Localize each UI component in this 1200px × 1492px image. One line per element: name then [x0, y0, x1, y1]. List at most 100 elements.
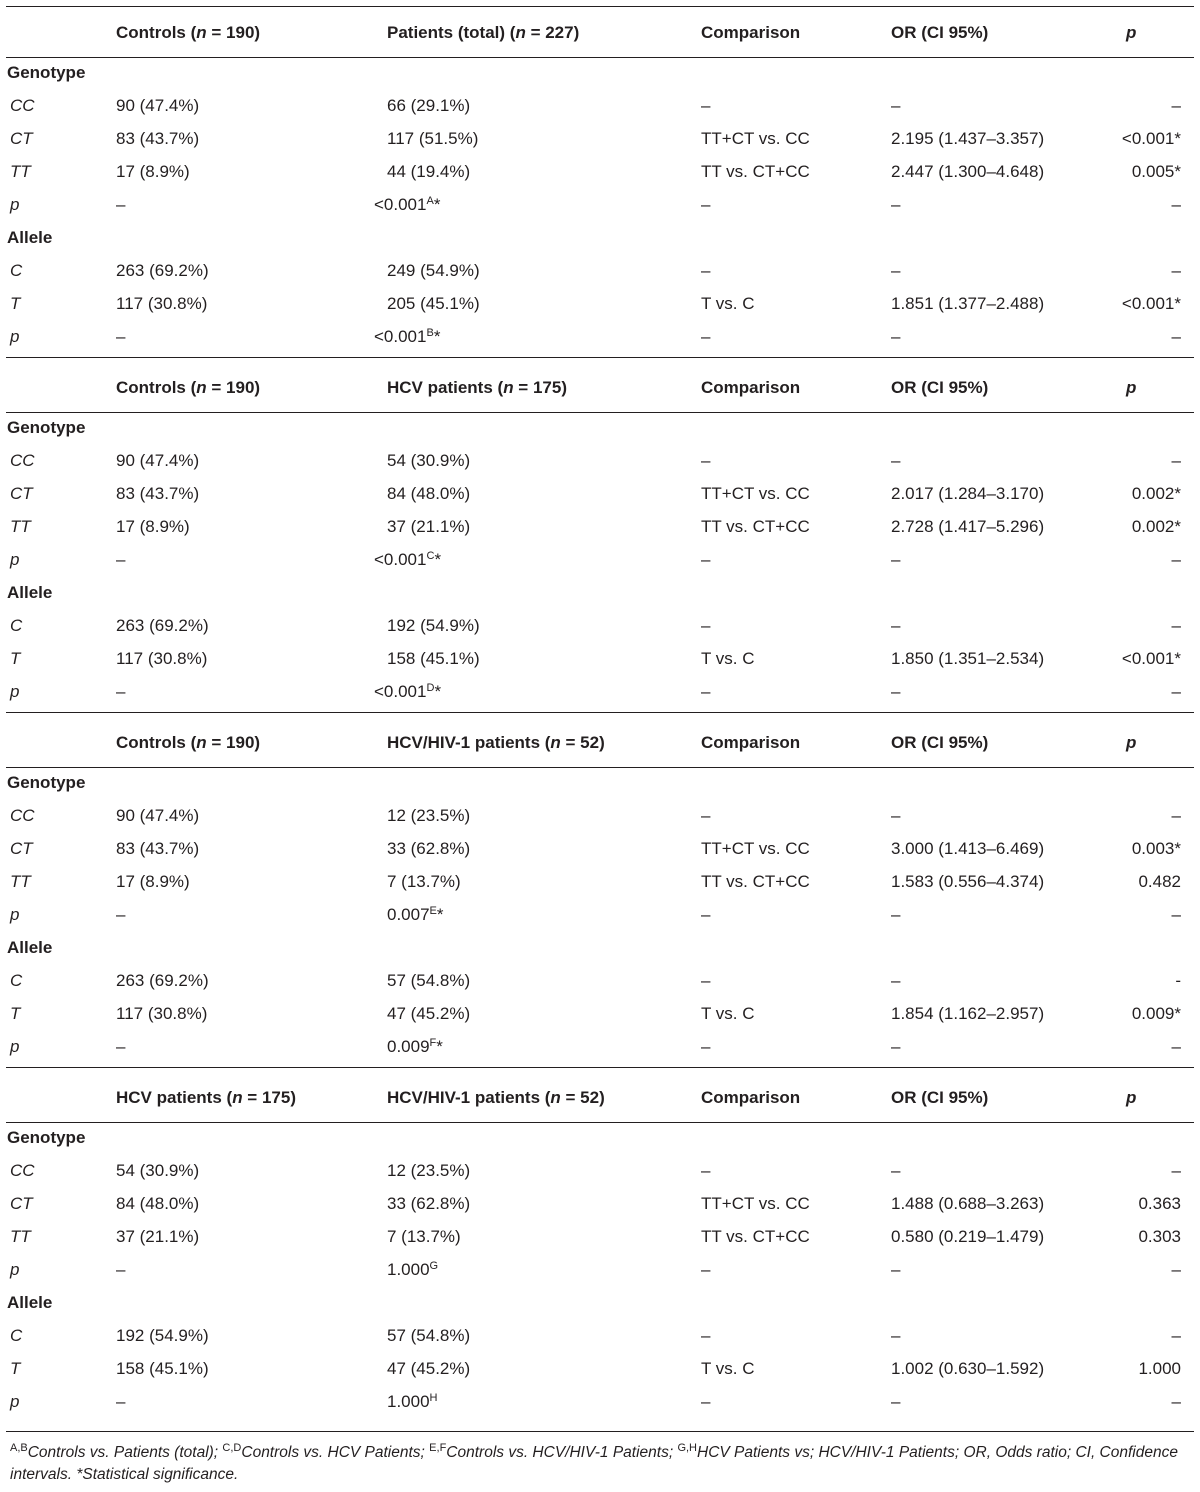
comparison-value: – [701, 1392, 711, 1411]
group-1-value: 117 (30.8%) [116, 1004, 208, 1023]
column-header-group-1-text: Controls ( [116, 23, 197, 42]
group-1-value: – [116, 1037, 126, 1056]
footnote-marker: A,B [10, 1442, 28, 1454]
group-1-value: 17 (8.9%) [116, 872, 190, 891]
allele-p-row: p – 0.009F* – – – [6, 1031, 1194, 1064]
panel-rule [6, 357, 1194, 358]
p-value: – [1171, 550, 1181, 569]
table-row: CC 90 (47.4%) 66 (29.1%) – – – [6, 90, 1194, 123]
footnote-text: Controls vs. Patients (total); [27, 1444, 223, 1461]
table-panel: Controls (n = 190) Patients (total) (n = … [6, 7, 1194, 354]
p-value: 0.002* [1131, 517, 1181, 536]
p-value: – [1171, 1260, 1181, 1279]
p-value: – [1171, 682, 1181, 701]
column-header-group-2: Patients (total) (n = 227) [387, 22, 579, 44]
header-rule [6, 767, 1194, 768]
panel-rule [6, 712, 1194, 713]
column-header-group-2: HCV patients (n = 175) [387, 377, 567, 399]
column-header-group-1-n: n [196, 733, 207, 752]
table-row: TT 17 (8.9%) 44 (19.4%) TT vs. CT+CC 2.447 (… [6, 156, 1194, 189]
column-header-group-1: Controls (n = 190) [116, 377, 260, 399]
table-row: T 158 (45.1%) 47 (45.2%) T vs. C 1.002 (0.63… [6, 1353, 1194, 1386]
table-row: CT 83 (43.7%) 117 (51.5%) TT+CT vs. CC 2.195… [6, 123, 1194, 156]
comparison-value: – [701, 261, 711, 280]
group-1-value: – [116, 550, 126, 569]
column-header-group-1-count: = 190) [206, 378, 261, 397]
odds-ratio-value: 3.000 (1.413–6.469) [891, 839, 1045, 858]
column-header-group-1-text: Controls ( [116, 733, 197, 752]
footnote-marker: A [426, 195, 434, 207]
p-value: – [1171, 451, 1181, 470]
column-header-row: Controls (n = 190) HCV patients (n = 175)… [6, 362, 1194, 412]
group-2-value: 249 (54.9%) [387, 261, 480, 280]
column-header-comparison: Comparison [701, 378, 801, 397]
odds-ratio-value: – [891, 1326, 901, 1345]
column-header-row: Controls (n = 190) HCV/HIV-1 patients (n … [6, 717, 1194, 767]
table-row: C 263 (69.2%) 192 (54.9%) – – – [6, 610, 1194, 643]
column-header-comparison: Comparison [701, 733, 801, 752]
column-header-group-2-n: n [550, 733, 561, 752]
column-header-p: p [1126, 378, 1137, 397]
allele-p-row: p – <0.001D* – – – [6, 676, 1194, 709]
odds-ratio-value: – [891, 905, 901, 924]
column-header-p: p [1126, 23, 1137, 42]
column-header-group-1-text: HCV patients ( [116, 1088, 233, 1107]
p-value-text: <0.001 [374, 327, 427, 346]
allele-section-label: Allele [7, 938, 53, 957]
comparison-value: TT vs. CT+CC [701, 872, 810, 891]
significance-star: * [434, 682, 442, 701]
odds-ratio-value: 1.583 (0.556–4.374) [891, 872, 1045, 891]
p-value: – [1171, 195, 1181, 214]
p-value: 0.303 [1138, 1227, 1181, 1246]
p-value: <0.001* [1121, 294, 1181, 313]
group-2-value: 44 (19.4%) [387, 162, 471, 181]
comparison-value: TT vs. CT+CC [701, 1227, 810, 1246]
group-difference-p: 0.009F* [387, 1036, 443, 1058]
column-header-group-1: Controls (n = 190) [116, 22, 260, 44]
footnote-marker: G,H [677, 1442, 697, 1454]
group-2-value: 47 (45.2%) [387, 1359, 471, 1378]
group-1-value: 117 (30.8%) [116, 294, 208, 313]
group-2-value: 57 (54.8%) [387, 1326, 471, 1345]
column-header-group-1-n: n [196, 378, 207, 397]
table-row: C 192 (54.9%) 57 (54.8%) – – – [6, 1320, 1194, 1353]
comparison-value: T vs. C [701, 649, 755, 668]
column-header-p: p [1126, 733, 1137, 752]
group-1-value: 83 (43.7%) [116, 129, 200, 148]
comparison-value: – [701, 905, 711, 924]
column-header-group-2-count: = 52) [560, 733, 605, 752]
footnote-marker: E [429, 905, 437, 917]
odds-ratio-value: 1.854 (1.162–2.957) [891, 1004, 1045, 1023]
column-header-group-1-n: n [196, 23, 207, 42]
odds-ratio-value: 2.195 (1.437–3.357) [891, 129, 1045, 148]
comparison-value: T vs. C [701, 1004, 755, 1023]
column-header-p: p [1126, 1088, 1137, 1107]
column-header-group-2-text: HCV/HIV-1 patients ( [387, 733, 551, 752]
comparison-value: TT+CT vs. CC [701, 839, 810, 858]
p-value: 1.000 [1138, 1359, 1181, 1378]
odds-ratio-value: – [891, 1392, 901, 1411]
row-label: p [10, 195, 20, 214]
p-value-text: 1.000 [387, 1392, 430, 1411]
odds-ratio-value: – [891, 96, 901, 115]
p-value-text: 0.007 [387, 905, 430, 924]
column-header-group-2-count: = 227) [525, 23, 580, 42]
row-label: TT [10, 872, 31, 891]
row-label: TT [10, 162, 31, 181]
group-1-value: 90 (47.4%) [116, 806, 200, 825]
comparison-value: TT+CT vs. CC [701, 129, 810, 148]
row-label: CC [10, 96, 35, 115]
odds-ratio-value: – [891, 1260, 901, 1279]
table-row: C 263 (69.2%) 57 (54.8%) – – - [6, 965, 1194, 998]
row-label: TT [10, 517, 31, 536]
footnote-marker: C,D [222, 1442, 242, 1454]
column-header-group-2: HCV/HIV-1 patients (n = 52) [387, 1087, 605, 1109]
table-row: T 117 (30.8%) 158 (45.1%) T vs. C 1.850 (1.3… [6, 643, 1194, 676]
table-row: T 117 (30.8%) 47 (45.2%) T vs. C 1.854 (1.16… [6, 998, 1194, 1031]
p-value-text: <0.001 [374, 195, 427, 214]
footnote-marker: F [429, 1037, 437, 1049]
group-2-value: 7 (13.7%) [387, 1227, 461, 1246]
p-value: – [1171, 905, 1181, 924]
table-footnote: A,BControls vs. Patients (total); C,DCon… [10, 1442, 1194, 1486]
column-header-or: OR (CI 95%) [891, 23, 989, 42]
